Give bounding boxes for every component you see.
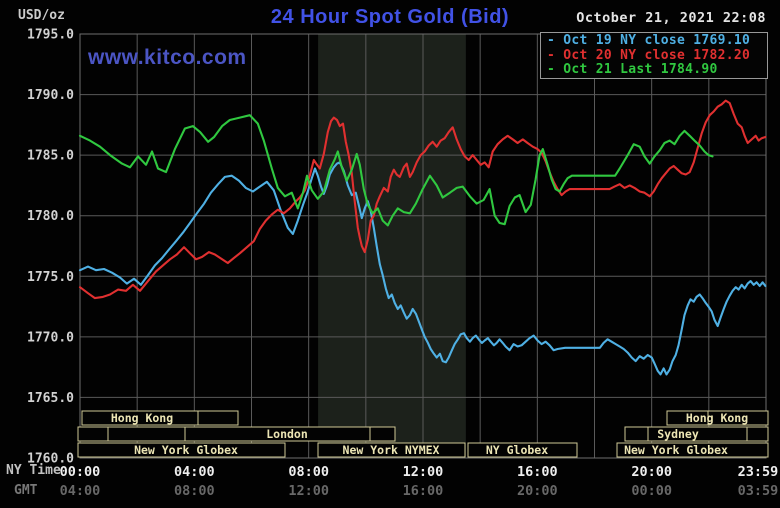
- session-label: NY Globex: [486, 443, 548, 457]
- kitco-watermark: www.kitco.com: [88, 46, 247, 69]
- x-tick-gmt: 08:00: [174, 483, 215, 499]
- y-tick-label: 1775.0: [27, 270, 74, 285]
- session-box: [184, 426, 396, 442]
- y-tick-label: 1785.0: [27, 149, 74, 164]
- price-series-line: [78, 161, 767, 376]
- y-tick-label: 1790.0: [27, 88, 74, 103]
- x-tick-gmt: 00:00: [631, 483, 672, 499]
- x-tick-gmt: 03:59: [738, 483, 779, 499]
- legend-item: - Oct 20 NY close 1782.20: [547, 47, 751, 63]
- y-tick-label: 1765.0: [27, 391, 74, 406]
- x-tick-ny-time: 23:59: [738, 464, 779, 480]
- session-label: London: [266, 427, 308, 441]
- session-box: [467, 442, 578, 458]
- x-tick-gmt: 04:00: [60, 483, 101, 499]
- x-tick-gmt: 12:00: [288, 483, 329, 499]
- y-tick-label: 1760.0: [27, 452, 74, 467]
- session-label: Sydney: [657, 427, 699, 441]
- page-title: 24 Hour Spot Gold (Bid): [270, 6, 510, 28]
- x-tick-ny-time: 04:00: [174, 464, 215, 480]
- session-label: New York NYMEX: [343, 443, 440, 457]
- x-tick-ny-time: 00:00: [60, 464, 101, 480]
- gmt-axis-label: GMT: [14, 483, 38, 498]
- session-box: [317, 442, 466, 458]
- session-box: [81, 410, 239, 426]
- x-tick-gmt: 16:00: [403, 483, 444, 499]
- session-box: [77, 442, 286, 458]
- price-series-line: [78, 99, 767, 300]
- legend-item: - Oct 19 NY close 1769.10: [547, 33, 751, 48]
- legend-box: - Oct 19 NY close 1769.10- Oct 20 NY clo…: [540, 32, 768, 79]
- x-tick-ny-time: 20:00: [631, 464, 672, 480]
- ny-time-axis-label: NY Time: [6, 463, 61, 478]
- x-tick-gmt: 20:00: [517, 483, 558, 499]
- chart-datetime: October 21, 2021 22:08: [576, 10, 766, 26]
- x-tick-ny-time: 12:00: [403, 464, 444, 480]
- nymex-session-band: [318, 34, 466, 458]
- y-tick-label: 1780.0: [27, 209, 74, 224]
- price-series-line: [78, 114, 714, 227]
- x-tick-ny-time: 08:00: [288, 464, 329, 480]
- legend-item: - Oct 21 Last 1784.90: [547, 62, 718, 78]
- y-tick-label: 1770.0: [27, 330, 74, 345]
- session-label: New York Globex: [134, 443, 238, 457]
- x-tick-ny-time: 16:00: [517, 464, 558, 480]
- y-tick-label: 1795.0: [27, 28, 74, 43]
- plot-frame: [79, 33, 767, 459]
- session-box: [77, 426, 186, 442]
- session-label: Hong Kong: [686, 411, 748, 425]
- session-box: [624, 426, 769, 442]
- session-box: [616, 442, 769, 458]
- session-label: Hong Kong: [111, 411, 173, 425]
- y-axis-unit-label: USD/oz: [18, 8, 65, 23]
- session-box: [666, 410, 769, 426]
- session-label: New York Globex: [624, 443, 728, 457]
